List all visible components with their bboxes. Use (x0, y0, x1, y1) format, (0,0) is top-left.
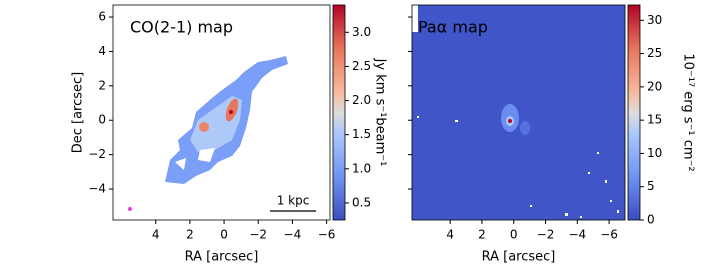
x-tick-label: 2 (186, 228, 194, 242)
x-tick-label: −4 (568, 228, 586, 242)
colorbar-tick-label: 5 (647, 179, 655, 193)
colorbar-tick-label: 20 (647, 79, 662, 93)
colorbar-tick-label: 25 (647, 46, 662, 60)
colorbar-tick-label: 0.5 (352, 195, 371, 209)
colorbar-tick-label: 2.5 (352, 59, 371, 73)
y-tick-label: −2 (88, 147, 106, 161)
axes-frame (411, 4, 626, 221)
x-tick-label: −4 (284, 228, 302, 242)
x-tick-label: −6 (600, 228, 618, 242)
x-axis-label: RA [arcsec] (185, 250, 259, 265)
colorbar-tick-label: 1.0 (352, 161, 371, 175)
x-tick-label: 0 (220, 228, 228, 242)
pa-map-image (412, 5, 625, 220)
colorbar-tick-label: 2.0 (352, 93, 371, 107)
colorbar (627, 4, 641, 221)
panel-title: Paα map (418, 18, 488, 37)
colorbar-label: Jy km s⁻¹beam⁻¹ (373, 58, 388, 167)
y-tick-label: −4 (88, 182, 106, 196)
colorbar-tick-label: 30 (647, 13, 662, 27)
x-axis-label: RA [arcsec] (482, 250, 556, 265)
x-tick-label: −2 (249, 228, 267, 242)
colorbar-tick-label: 15 (647, 113, 662, 127)
scale-bar-label: 1 kpc (277, 194, 310, 208)
x-tick-label: 2 (478, 228, 486, 242)
x-tick-label: 4 (152, 228, 160, 242)
x-tick-label: 0 (510, 228, 518, 242)
colorbar-tick-label: 1.5 (352, 127, 371, 141)
x-tick-label: −2 (537, 228, 555, 242)
y-axis-label: Dec [arcsec] (71, 72, 86, 154)
colorbar-tick-label: 3.0 (352, 25, 371, 39)
y-tick-label: 2 (98, 78, 106, 92)
colorbar-label: 10⁻¹⁷ erg s⁻¹ cm⁻² (681, 53, 696, 171)
axes-frame (112, 4, 331, 221)
x-tick-label: 4 (446, 228, 454, 242)
x-tick-label: −6 (318, 228, 336, 242)
colorbar (332, 4, 346, 221)
y-tick-label: 4 (98, 44, 106, 58)
colorbar-tick-label: 0 (647, 213, 655, 227)
colorbar-tick-label: 10 (647, 146, 662, 160)
y-tick-label: 0 (98, 113, 106, 127)
co-map-image (128, 56, 316, 212)
y-tick-label: 6 (98, 10, 106, 24)
panel-title: CO(2-1) map (130, 18, 233, 37)
